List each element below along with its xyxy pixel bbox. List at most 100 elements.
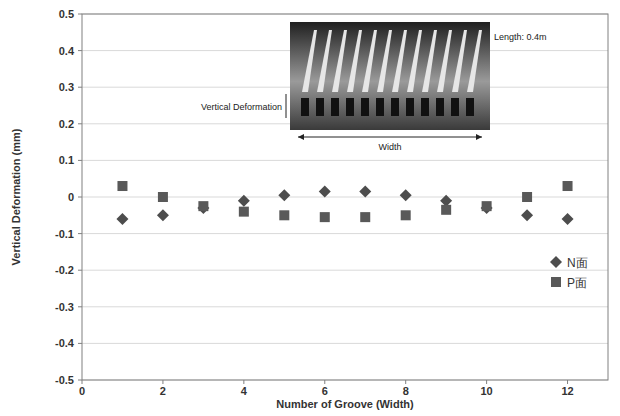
y-tick — [78, 87, 82, 88]
x-tick — [243, 380, 244, 384]
point — [116, 213, 128, 225]
x-tick-label: 10 — [480, 385, 492, 397]
x-tick — [405, 380, 406, 384]
grid-line — [82, 306, 608, 307]
inset-groove — [407, 30, 422, 92]
point — [401, 210, 411, 220]
data-marks — [116, 181, 573, 225]
x-tick — [82, 380, 83, 384]
inset-groove — [332, 30, 347, 92]
annotation: Vertical Deformation — [201, 102, 282, 112]
inset-rib — [391, 98, 399, 116]
x-tick-label: 12 — [561, 385, 573, 397]
y-tick — [78, 123, 82, 124]
point — [319, 186, 331, 198]
inset-groove — [302, 30, 317, 92]
point — [360, 212, 370, 222]
y-tick — [78, 50, 82, 51]
point — [562, 213, 574, 225]
y-tick-label: -0.2 — [55, 264, 74, 276]
legend-marker — [551, 277, 561, 287]
inset-rib — [436, 98, 444, 116]
width-arrow — [298, 137, 482, 138]
y-tick-label: 0.4 — [59, 45, 75, 57]
point — [157, 209, 169, 221]
y-tick-label: -0.5 — [55, 374, 74, 386]
label-bg — [376, 141, 403, 153]
point — [279, 210, 289, 220]
inset-photo — [286, 22, 490, 130]
grid-line — [82, 160, 608, 161]
y-tick — [78, 160, 82, 161]
point — [563, 181, 573, 191]
point — [482, 201, 492, 211]
point — [521, 209, 533, 221]
inset-rib — [376, 98, 384, 116]
y-tick-label: -0.1 — [55, 228, 74, 240]
inset-rib — [316, 98, 324, 116]
inset-groove — [467, 30, 482, 92]
inset-groove — [377, 30, 392, 92]
legend-label: P面 — [567, 276, 587, 290]
inset-rib — [361, 98, 369, 116]
point — [441, 205, 451, 215]
point — [400, 189, 412, 201]
inset-groove — [392, 30, 407, 92]
inset-rib — [466, 98, 474, 116]
y-tick — [78, 306, 82, 307]
x-tick-label: 4 — [241, 385, 248, 397]
point — [197, 202, 209, 214]
y-tick-label: -0.3 — [55, 301, 74, 313]
inset-groove — [317, 30, 332, 92]
inset-groove — [347, 30, 362, 92]
point — [158, 192, 168, 202]
inset-groove — [362, 30, 377, 92]
chart: 0.50.40.30.20.10-0.1-0.2-0.3-0.4-0.50246… — [0, 0, 620, 416]
annotation: Length: 0.4m — [494, 32, 547, 42]
x-tick — [567, 380, 568, 384]
point — [198, 201, 208, 211]
inset-rib — [421, 98, 429, 116]
y-tick-label: 0.3 — [59, 81, 74, 93]
point — [522, 192, 532, 202]
arrow-head — [476, 134, 482, 140]
y-tick-label: 0.1 — [59, 154, 74, 166]
y-tick-label: 0 — [68, 191, 74, 203]
y-tick — [78, 380, 82, 381]
inset-groove — [422, 30, 437, 92]
y-axis-title: Vertical Deformation (mm) — [10, 128, 22, 265]
plot-frame — [82, 14, 608, 380]
x-axis-title: Number of Groove (Width) — [276, 398, 414, 410]
inset-rib — [331, 98, 339, 116]
inset-bg — [290, 22, 490, 130]
legend-marker — [550, 256, 562, 268]
point — [359, 186, 371, 198]
point — [117, 181, 127, 191]
grid-line — [82, 343, 608, 344]
grid-line — [82, 270, 608, 271]
y-tick-label: 0.2 — [59, 118, 74, 130]
inset-rib — [346, 98, 354, 116]
y-tick-label: -0.4 — [55, 337, 75, 349]
arrow-head — [298, 134, 304, 140]
inset-rib — [406, 98, 414, 116]
y-tick — [78, 197, 82, 198]
inset-marker — [286, 94, 287, 118]
point — [278, 189, 290, 201]
y-tick — [78, 270, 82, 271]
x-tick — [486, 380, 487, 384]
grid-line — [82, 233, 608, 234]
inset-groove — [452, 30, 467, 92]
point — [481, 202, 493, 214]
x-tick-label: 0 — [79, 385, 85, 397]
y-tick — [78, 14, 82, 15]
annotation: Width — [378, 142, 401, 152]
inset-rib — [301, 98, 309, 116]
x-tick-label: 2 — [160, 385, 166, 397]
y-tick — [78, 233, 82, 234]
x-tick — [162, 380, 163, 384]
point — [320, 212, 330, 222]
x-tick — [324, 380, 325, 384]
x-tick-label: 6 — [322, 385, 328, 397]
point — [238, 195, 250, 207]
